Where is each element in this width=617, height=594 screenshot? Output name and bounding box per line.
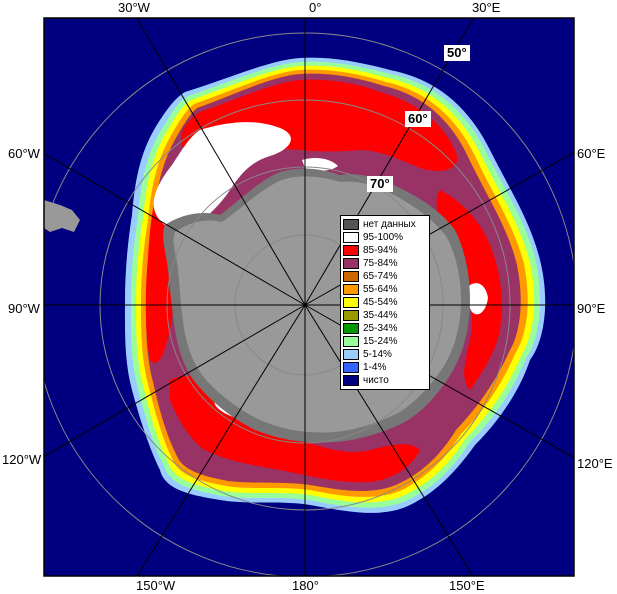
legend-swatch <box>343 258 359 269</box>
legend-item: нет данных <box>343 218 429 231</box>
label-60w: 60°W <box>8 146 40 161</box>
lat-label-50: 50° <box>444 45 470 61</box>
label-30w-top: 30°W <box>118 0 150 15</box>
legend-label: 95-100% <box>363 232 404 243</box>
legend-label: 25-34% <box>363 323 398 334</box>
legend-swatch <box>343 297 359 308</box>
label-90e: 90°E <box>577 301 606 316</box>
south-america-land <box>44 200 80 232</box>
label-30e-top: 30°E <box>472 0 501 15</box>
label-180-bottom: 180° <box>292 578 319 593</box>
legend-item: 45-54% <box>343 296 429 309</box>
legend-swatch <box>343 323 359 334</box>
label-150e-bottom: 150°E <box>449 578 485 593</box>
label-0-top: 0° <box>309 0 322 15</box>
legend-swatch <box>343 375 359 386</box>
legend-item: 95-100% <box>343 231 429 244</box>
lat-label-70: 70° <box>367 176 393 192</box>
legend-item: 35-44% <box>343 309 429 322</box>
legend-label: нет данных <box>363 219 416 230</box>
legend-swatch <box>343 349 359 360</box>
legend-swatch <box>343 336 359 347</box>
legend-swatch <box>343 271 359 282</box>
legend-label: 55-64% <box>363 284 398 295</box>
legend-label: 5-14% <box>363 349 392 360</box>
legend-label: 35-44% <box>363 310 398 321</box>
legend-item: 75-84% <box>343 257 429 270</box>
legend-item: чисто <box>343 374 429 387</box>
legend-swatch <box>343 284 359 295</box>
lat-label-60: 60° <box>405 111 431 127</box>
legend-label: 85-94% <box>363 245 398 256</box>
legend-item: 5-14% <box>343 348 429 361</box>
legend-label: 75-84% <box>363 258 398 269</box>
legend-label: 1-4% <box>363 362 387 373</box>
legend-label: 15-24% <box>363 336 398 347</box>
legend-item: 65-74% <box>343 270 429 283</box>
legend-swatch <box>343 362 359 373</box>
legend-swatch <box>343 245 359 256</box>
map-frame <box>43 17 575 577</box>
legend-label: 45-54% <box>363 297 398 308</box>
legend-item: 1-4% <box>343 361 429 374</box>
concentration-legend: нет данных 95-100% 85-94% 75-84% 65-74% 55-64… <box>340 215 430 390</box>
label-60e: 60°E <box>577 146 606 161</box>
legend-label: 65-74% <box>363 271 398 282</box>
legend-item: 25-34% <box>343 322 429 335</box>
label-90w: 90°W <box>8 301 40 316</box>
label-150w-bottom: 150°W <box>136 578 176 593</box>
legend-swatch <box>343 310 359 321</box>
legend-item: 15-24% <box>343 335 429 348</box>
label-120w: 120°W <box>2 452 42 467</box>
legend-swatch <box>343 219 359 230</box>
legend-label: чисто <box>363 375 389 386</box>
legend-item: 55-64% <box>343 283 429 296</box>
legend-item: 85-94% <box>343 244 429 257</box>
label-120e: 120°E <box>577 456 613 471</box>
legend-swatch <box>343 232 359 243</box>
